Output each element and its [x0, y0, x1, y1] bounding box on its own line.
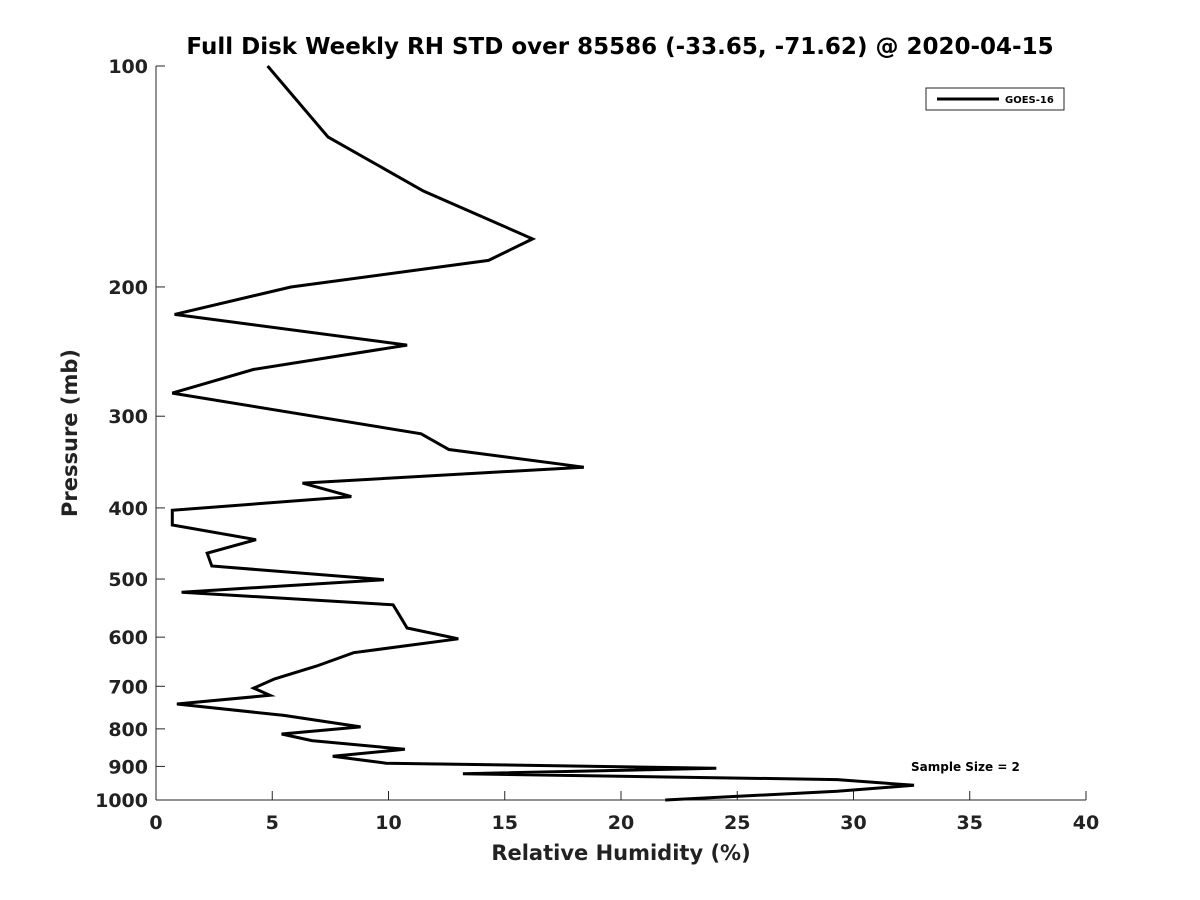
x-tick-label: 40: [1073, 812, 1099, 834]
y-tick-label: 100: [108, 56, 148, 78]
y-ticks: 100 200 300 400 500 600 700 800 900 1000: [95, 56, 165, 812]
x-tick-label: 15: [492, 812, 518, 834]
chart-title: Full Disk Weekly RH STD over 85586 (-33.…: [186, 34, 1053, 60]
sample-size-annotation: Sample Size = 2: [911, 760, 1020, 774]
x-axis-label: Relative Humidity (%): [491, 841, 750, 865]
y-axis-label: Pressure (mb): [58, 349, 82, 517]
x-tick-label: 10: [375, 812, 401, 834]
x-tick-label: 35: [957, 812, 983, 834]
x-tick-label: 5: [266, 812, 279, 834]
series-group: [170, 65, 915, 802]
legend: GOES-16: [925, 87, 1065, 111]
y-tick-label: 700: [108, 676, 148, 698]
y-tick-label: 300: [108, 406, 148, 428]
y-tick-label: 1000: [95, 790, 148, 812]
axes: [155, 66, 1086, 801]
y-tick-label: 600: [108, 627, 148, 649]
x-tick-label: 30: [840, 812, 866, 834]
y-tick-label: 900: [108, 756, 148, 778]
y-tick-label: 800: [108, 719, 148, 741]
y-tick-label: 200: [108, 277, 148, 299]
legend-label-goes-16: GOES-16: [1005, 95, 1054, 106]
x-tick-label: 0: [149, 812, 162, 834]
y-tick-label: 400: [108, 498, 148, 520]
series-line-goes-16: [170, 65, 915, 802]
y-tick-label: 500: [108, 569, 148, 591]
x-tick-label: 25: [724, 812, 750, 834]
x-tick-label: 20: [608, 812, 634, 834]
x-ticks: 0 5 10 15 20 25 30 35 40: [149, 791, 1099, 834]
